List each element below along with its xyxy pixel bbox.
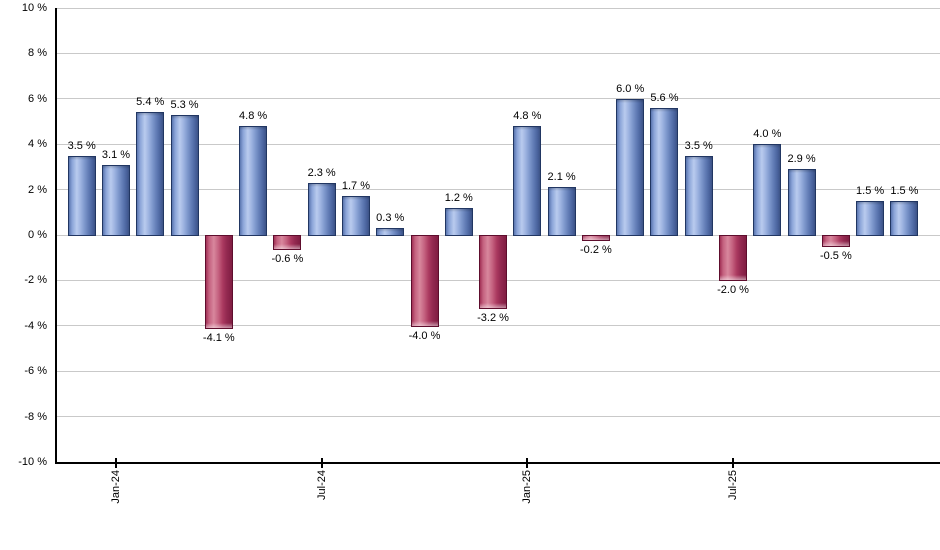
x-axis-tick <box>526 458 529 468</box>
y-axis-tick-label: -10 % <box>18 456 47 468</box>
bar-positive <box>650 107 679 236</box>
bar-value-label: 5.4 % <box>136 96 165 109</box>
bar-positive <box>684 155 713 236</box>
bar-positive <box>856 200 885 236</box>
bar-negative <box>821 235 850 248</box>
bar-value-label: -4.0 % <box>408 329 441 342</box>
y-axis-tick-label: 2 % <box>28 183 47 196</box>
bar-positive <box>547 187 576 236</box>
bar-negative <box>273 235 302 250</box>
bar-negative <box>479 235 508 309</box>
bar-value-label: 2.3 % <box>307 166 336 179</box>
bar-positive <box>67 155 96 236</box>
bar-value-label: -3.2 % <box>477 311 509 324</box>
y-axis-tick-label: 10 % <box>21 2 47 14</box>
y-axis-tick-label: -6 % <box>24 365 47 378</box>
bar-positive <box>136 112 165 236</box>
bar-value-label: 4.8 % <box>239 110 268 123</box>
bar-value-label: 5.3 % <box>170 98 199 111</box>
gridline-10pct <box>55 7 940 9</box>
y-axis-tick-label: 4 % <box>28 138 47 151</box>
bar-value-label: 0.3 % <box>376 212 405 225</box>
bar-value-label: 2.1 % <box>547 171 576 184</box>
bar-positive <box>307 182 336 236</box>
gridline-4pct <box>55 143 940 145</box>
bar-negative <box>204 235 233 330</box>
y-axis-tick-label: -2 % <box>24 274 47 287</box>
y-axis-tick-label: -8 % <box>24 410 47 423</box>
bar-value-label: 5.6 % <box>650 91 679 104</box>
bar-value-label: -2.0 % <box>717 284 749 297</box>
bar-value-label: 4.0 % <box>753 128 782 141</box>
x-axis-tick <box>114 458 117 468</box>
x-axis-tick-label: Jul-25 <box>727 470 740 500</box>
bar-value-label: -4.1 % <box>202 332 235 345</box>
bar-value-label: -0.2 % <box>579 243 612 256</box>
x-axis-tick <box>732 458 735 468</box>
bar-positive <box>513 126 542 236</box>
y-axis-tick-label: 0 % <box>28 229 47 241</box>
bar-value-label: 3.1 % <box>101 148 131 161</box>
bar-positive <box>787 169 816 236</box>
bar-positive <box>444 207 473 236</box>
bar-positive <box>890 200 919 236</box>
bar-positive <box>170 114 199 236</box>
bar-positive <box>341 196 370 236</box>
bar-positive <box>239 126 268 236</box>
bar-value-label: 4.8 % <box>513 110 542 123</box>
bar-positive <box>376 228 405 236</box>
bar-negative <box>719 235 748 282</box>
bar-value-label: 6.0 % <box>616 82 645 95</box>
bar-value-label: 3.5 % <box>67 139 96 152</box>
bar-value-label: 1.5 % <box>890 184 919 197</box>
gridline--6pct <box>55 370 940 372</box>
y-axis-tick-label: 8 % <box>28 47 47 60</box>
gridline-2pct <box>55 189 940 191</box>
bar-positive <box>101 164 130 236</box>
bar-value-label: 2.9 % <box>787 153 816 166</box>
gridline--4pct <box>55 325 940 327</box>
gridline-8pct <box>55 52 940 54</box>
y-axis-tick-label: 6 % <box>28 92 47 105</box>
bar-value-label: -0.6 % <box>271 252 304 265</box>
gridline--8pct <box>55 416 940 418</box>
bar-positive <box>753 144 782 236</box>
gridline-6pct <box>55 98 940 100</box>
bar-value-label: 1.2 % <box>444 191 473 204</box>
x-axis-line <box>55 462 940 464</box>
y-axis-tick-label: -4 % <box>24 319 47 332</box>
bar-negative <box>581 235 610 241</box>
x-axis-tick <box>320 458 323 468</box>
x-axis-tick-label: Jan-24 <box>109 470 122 504</box>
bar-negative <box>410 235 439 327</box>
y-axis-line <box>55 8 57 464</box>
x-axis-tick-label: Jul-24 <box>315 470 328 500</box>
bar-value-label: 1.7 % <box>341 180 370 193</box>
bar-value-label: 3.5 % <box>684 139 713 152</box>
x-axis-tick-label: Jan-25 <box>521 470 534 504</box>
bar-value-label: 1.5 % <box>856 184 885 197</box>
bar-positive <box>616 98 645 236</box>
bar-value-label: -0.5 % <box>819 250 852 263</box>
